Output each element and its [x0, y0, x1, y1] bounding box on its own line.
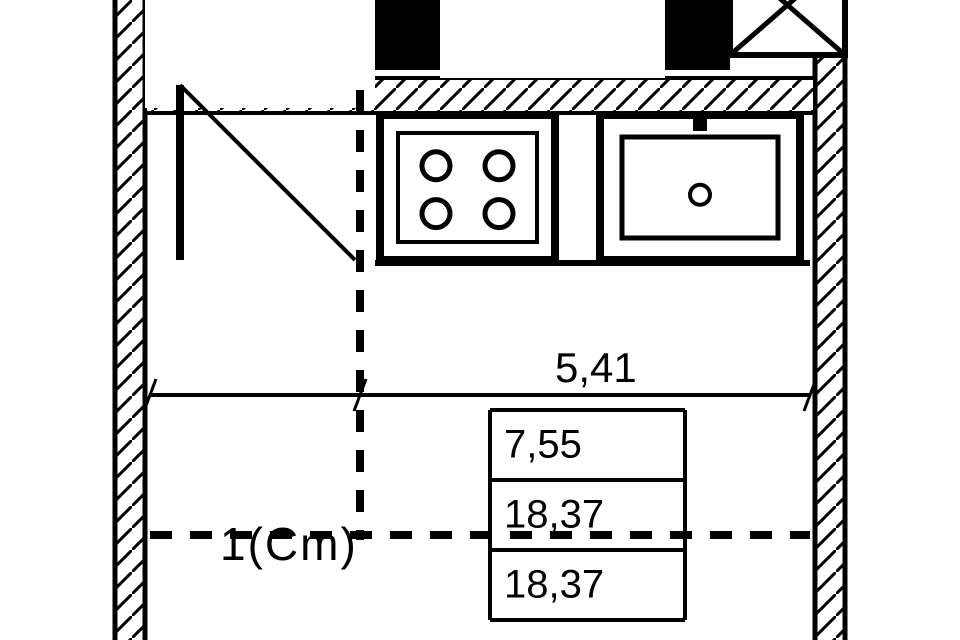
pillar-1	[375, 0, 440, 70]
stove	[380, 115, 555, 260]
sink-tap	[693, 113, 707, 131]
mid-opening	[440, 0, 665, 78]
area-value-2: 18,37	[504, 563, 604, 607]
area-value-0: 7,55	[504, 423, 582, 467]
floorplan-svg: 5,41 1(Cm) 7,55 18,37 18,37	[0, 0, 960, 640]
room-label: 1(Cm)	[220, 518, 358, 570]
dimension-value-top: 5,41	[555, 344, 637, 391]
area-value-1: 18,37	[504, 493, 604, 537]
pillar-2	[665, 0, 730, 70]
